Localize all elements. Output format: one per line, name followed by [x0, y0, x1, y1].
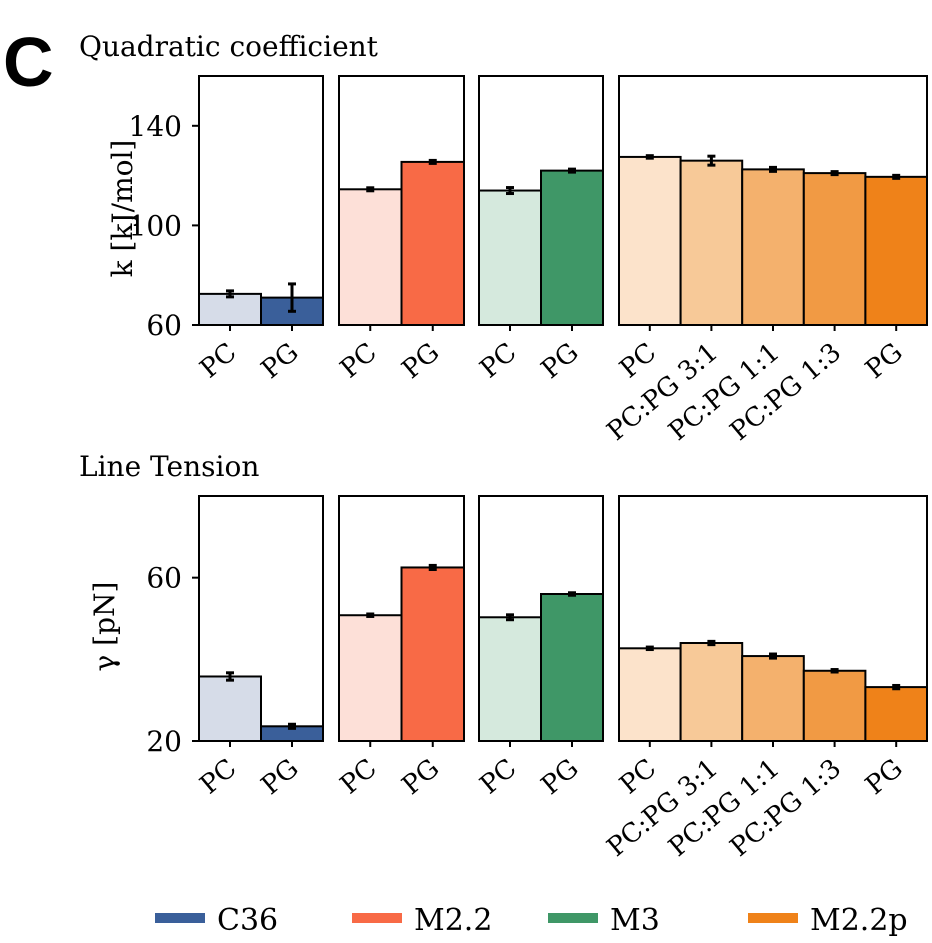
bar: [618, 155, 682, 326]
facet-frame: [338, 75, 465, 326]
facet-frame: [618, 495, 928, 742]
bar: [802, 172, 867, 326]
facet-frame: [618, 75, 928, 326]
x-tick-label: PC: [614, 753, 662, 800]
legend-swatch: [748, 913, 798, 923]
bar: [338, 188, 403, 326]
legend-item-C36: C36: [155, 903, 278, 938]
x-tick-label: PG: [536, 753, 585, 801]
legend: C36 M2.2 M3 M2.2p: [155, 903, 908, 938]
legend-swatch: [155, 913, 205, 923]
bar: [478, 616, 542, 743]
x-tick-label: PG: [256, 337, 305, 385]
facet-frame: [478, 75, 604, 326]
facet-M2.2: PC PG: [335, 75, 465, 385]
y-tick-label: 140: [129, 110, 182, 143]
x-tick-label: PG: [256, 753, 305, 801]
legend-item-M3: M3: [548, 903, 660, 938]
x-tick-label: PC: [335, 337, 383, 384]
facet-frame: [478, 495, 604, 742]
facet-frame: [198, 495, 324, 742]
panel-letter: C: [3, 23, 54, 101]
x-tick-label: PG: [397, 753, 446, 801]
x-tick-label: PC: [195, 753, 243, 800]
x-tick-label: PG: [397, 337, 446, 385]
x-tick-label: PG: [860, 337, 909, 385]
legend-item-M2.2p: M2.2p: [748, 903, 908, 938]
bar: [400, 566, 465, 742]
facet-M2.2: PC PG: [335, 495, 465, 801]
x-tick-label: PC: [475, 337, 523, 384]
x-tick-label: PC: [195, 337, 243, 384]
y-tick-label: 20: [146, 725, 182, 758]
y-axis-label: k [kJ/mol]: [106, 140, 139, 278]
facet-M3: PC PG: [475, 75, 604, 385]
bar: [198, 292, 262, 326]
bar: [618, 647, 682, 743]
y-tick-label: 60: [146, 309, 182, 342]
chart-title-top: Quadratic coefficient: [79, 30, 379, 63]
legend-label: M2.2p: [810, 903, 908, 938]
x-tick-label: PG: [536, 337, 585, 385]
bar: [338, 614, 403, 743]
bar: [679, 159, 744, 326]
legend-item-M2.2: M2.2: [352, 903, 492, 938]
x-tick-label: PC: [475, 753, 523, 800]
bar: [802, 669, 867, 742]
y-axis-label: γ [pN]: [88, 582, 121, 672]
legend-label: M3: [610, 903, 660, 938]
bar: [864, 686, 929, 742]
bar: [478, 189, 542, 326]
bar: [864, 175, 929, 326]
x-tick-label: PG: [860, 753, 909, 801]
legend-swatch: [352, 913, 402, 923]
legend-label: M2.2: [414, 903, 492, 938]
y-tick-label: 60: [146, 562, 182, 595]
bar: [540, 169, 604, 326]
legend-label: C36: [217, 903, 278, 938]
facet-C36: PC PG: [195, 75, 324, 385]
facet-frame: [198, 75, 324, 326]
legend-swatch: [548, 913, 598, 923]
facet-C36: PC PG: [195, 495, 324, 801]
bar: [741, 168, 805, 326]
x-tick-label: PC: [335, 753, 383, 800]
bar: [400, 160, 465, 326]
bar: [198, 675, 262, 743]
facet-frame: [338, 495, 465, 742]
bar: [540, 593, 604, 742]
chart-title-bottom: Line Tension: [79, 450, 259, 483]
bar: [741, 655, 805, 742]
facet-M3: PC PG: [475, 495, 604, 801]
y-tick-label: 100: [129, 209, 182, 242]
bar: [679, 642, 744, 742]
x-tick-label: PC: [614, 337, 662, 384]
